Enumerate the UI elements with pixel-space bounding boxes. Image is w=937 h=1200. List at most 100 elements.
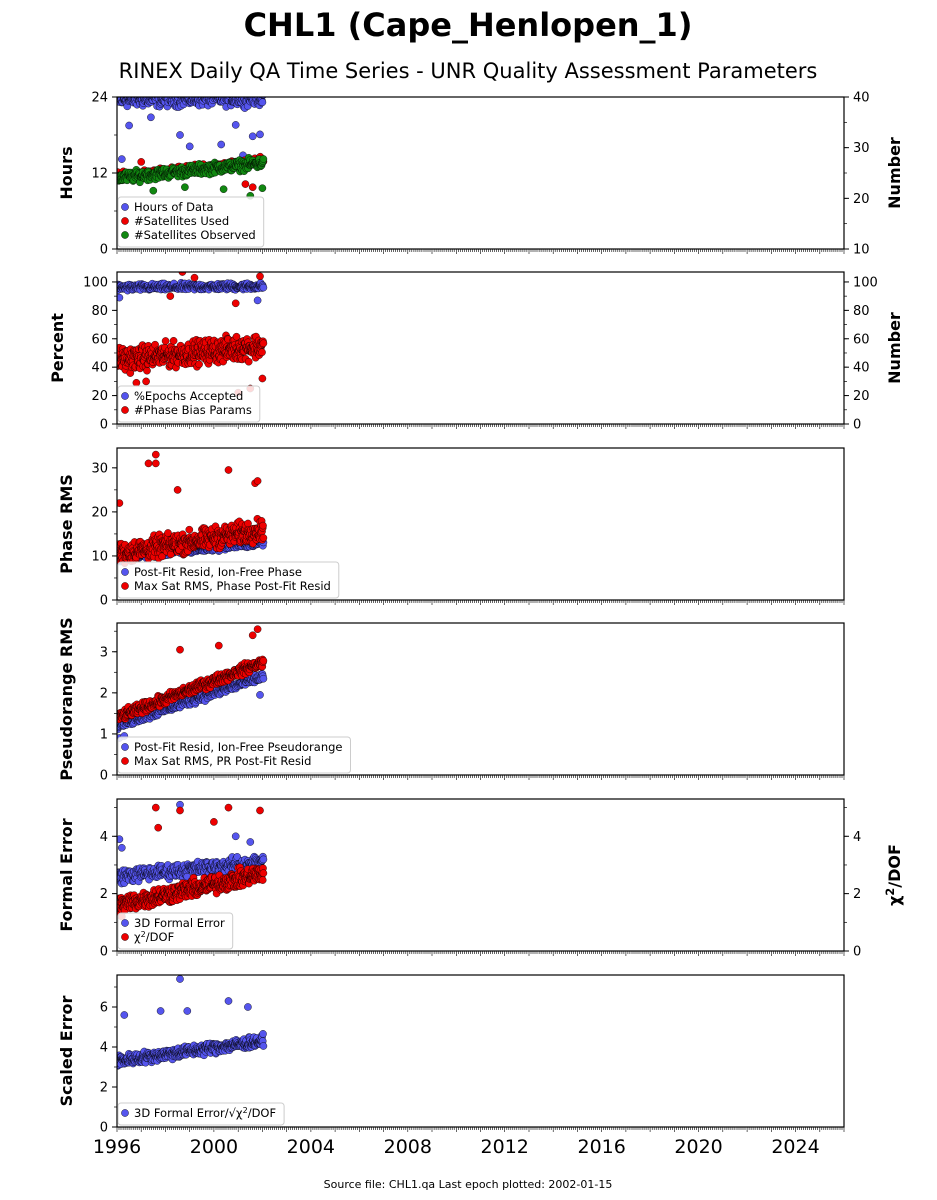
data-point — [251, 88, 258, 95]
data-point — [259, 855, 268, 864]
legend-entry: 3D Formal Error/√χ2/DOF — [134, 1106, 276, 1121]
x-tick-label: 2020 — [674, 1136, 722, 1158]
y-tick-label: 80 — [91, 304, 108, 319]
panel-6-markers — [117, 975, 268, 1070]
x-tick-label: 1996 — [93, 1136, 141, 1158]
data-point — [259, 534, 268, 542]
data-point-outlier — [166, 292, 175, 300]
data-point — [258, 348, 266, 357]
y-tick-label: 0 — [100, 243, 108, 258]
data-point — [227, 89, 234, 96]
y-tick-label: 20 — [91, 389, 108, 404]
data-point — [247, 97, 252, 98]
data-point-outlier — [137, 158, 145, 166]
data-point-outlier — [117, 499, 124, 507]
y-tick-label: 0 — [100, 769, 108, 784]
y2-tick-label: 10 — [853, 243, 870, 258]
data-point — [259, 1030, 267, 1038]
data-point — [164, 529, 172, 537]
y-tick-label: 1 — [100, 727, 108, 742]
data-point-outlier — [231, 299, 240, 308]
data-point — [169, 336, 178, 345]
data-point — [259, 869, 268, 878]
data-point — [259, 155, 268, 163]
data-point-outlier — [117, 835, 124, 843]
data-point-outlier — [117, 293, 124, 302]
data-point — [251, 87, 258, 94]
legend-box — [117, 385, 261, 423]
panel-2-markers — [117, 272, 268, 397]
data-point-outlier — [149, 186, 158, 195]
y-axis-label: Scaled Error — [57, 996, 76, 1107]
data-point — [223, 97, 227, 98]
data-point — [154, 97, 159, 98]
y-tick-label: 30 — [91, 461, 108, 476]
data-point-outlier — [147, 113, 155, 122]
data-point-outlier — [176, 645, 184, 654]
legend-marker — [121, 231, 129, 239]
x-tick-marks — [116, 249, 845, 254]
y-tick-label: 10 — [91, 549, 108, 564]
y2-axis-label: Number — [885, 312, 904, 384]
data-point-outlier — [224, 997, 233, 1005]
y2-tick-label: 20 — [853, 389, 870, 404]
data-point-outlier — [258, 184, 267, 192]
legend-entry: Post-Fit Resid, Ion-Free Phase — [134, 565, 302, 579]
data-point — [258, 876, 267, 884]
y-tick-label: 6 — [100, 1001, 108, 1016]
x-tick-marks — [116, 775, 845, 780]
data-point — [209, 87, 216, 94]
y-tick-label: 2 — [100, 686, 108, 701]
y2-tick-label: 40 — [853, 91, 870, 106]
data-point — [170, 89, 177, 96]
data-point-outlier — [118, 155, 126, 163]
data-point — [232, 332, 241, 341]
legend-marker — [121, 217, 129, 225]
legend-box — [117, 736, 351, 774]
y-axis-label: Percent — [48, 313, 67, 383]
data-point — [190, 90, 197, 97]
data-point-outlier — [224, 466, 233, 474]
legend-box — [117, 196, 265, 248]
data-point-outlier — [253, 296, 262, 305]
data-point — [157, 97, 161, 98]
legend-marker — [121, 933, 129, 941]
figure-subtitle: RINEX Daily QA Time Series - UNR Quality… — [119, 59, 818, 83]
legend-marker — [121, 203, 129, 211]
x-tick-label: 2004 — [287, 1136, 335, 1158]
y2-tick-label: 4 — [853, 830, 861, 845]
x-tick-marks — [116, 951, 845, 956]
data-point — [219, 89, 226, 96]
x-tick-label: 2008 — [384, 1136, 432, 1158]
panel-1-markers — [117, 87, 268, 200]
data-point-outlier — [256, 130, 264, 139]
data-point-outlier — [253, 477, 262, 485]
y-tick-label: 4 — [100, 830, 108, 845]
data-point — [214, 88, 221, 95]
data-point-outlier — [178, 272, 187, 276]
data-point — [259, 1042, 268, 1050]
source-footer: Source file: CHL1.qa Last epoch plotted:… — [324, 1178, 613, 1191]
data-point — [133, 89, 140, 96]
legend-entry: 3D Formal Error — [134, 916, 225, 930]
legend-marker — [121, 757, 129, 765]
data-point-outlier — [156, 1007, 165, 1015]
data-point-outlier — [253, 625, 262, 634]
data-point-outlier — [256, 272, 264, 281]
y-axis-label: Phase RMS — [57, 474, 76, 574]
data-point-outlier — [217, 140, 225, 149]
y-tick-label: 0 — [100, 1121, 108, 1136]
legend-marker — [121, 582, 129, 590]
y-tick-label: 4 — [100, 1041, 108, 1056]
legend-entry: #Satellites Used — [134, 214, 229, 228]
data-point-outlier — [210, 818, 218, 826]
data-point-outlier — [248, 132, 257, 141]
legend-marker — [121, 568, 129, 576]
x-tick-marks — [116, 424, 845, 429]
data-point-outlier — [219, 185, 228, 193]
